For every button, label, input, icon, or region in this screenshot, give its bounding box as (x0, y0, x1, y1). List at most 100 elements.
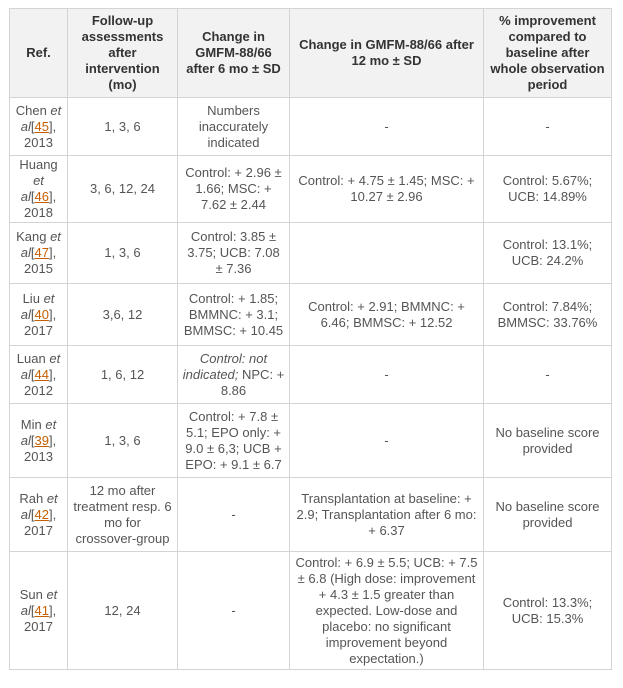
ref-cell: Kang et al[47], 2015 (9, 222, 68, 284)
twelve-month-cell: Control: + 4.75 ± 1.45; MSC: + 10.27 ± 2… (289, 155, 484, 223)
table-row: Min et al[39], 2013 1, 3, 6 Control: + 7.8… (9, 403, 612, 478)
six-month-text: Control: + 1.85; BMMNC: + 3.1; BMMSC: + … (183, 290, 284, 338)
citation-link[interactable]: 39 (34, 432, 49, 448)
table-row: Kang et al[47], 2015 1, 3, 6 Control: 3.85… (9, 222, 612, 284)
ref-year: 2012 (24, 382, 53, 398)
ref-year: 2013 (24, 448, 53, 464)
table-row: Luan et al[44], 2012 1, 6, 12 Control: not… (9, 345, 612, 404)
ref-cell: Rah et al[42], 2017 (9, 477, 68, 552)
header-ref: Ref. (9, 8, 68, 98)
ref-etal: et (46, 586, 58, 602)
twelve-month-cell: - (289, 97, 484, 156)
ref-author: Min (20, 416, 42, 432)
six-month-text: Control: + 2.96 ± 1.66; MSC: + 7.62 ± 2.… (185, 165, 282, 212)
citation-link[interactable]: 47 (34, 245, 49, 260)
followup-cell: 12, 24 (67, 551, 178, 670)
ref-al: al (20, 602, 31, 618)
citation-link[interactable]: 42 (34, 506, 49, 522)
twelve-month-cell (289, 222, 484, 284)
ref-year: 2017 (24, 522, 53, 538)
six-month-text: NPC: + 8.86 (220, 366, 285, 398)
ref-al: al (20, 306, 31, 322)
six-month-cell: Control: 3.85 ± 3.75; UCB: 7.08 ± 7.36 (177, 222, 290, 284)
six-month-text: - (231, 506, 236, 522)
header-6mo: Change in GMFM-88/66 after 6 mo ± SD (177, 8, 290, 98)
ref-al: al (20, 245, 31, 260)
ref-cell: Min et al[39], 2013 (9, 403, 68, 478)
ref-al: al (20, 118, 31, 134)
ref-al: al (20, 366, 31, 382)
twelve-month-cell: Transplantation at baseline: + 2.9; Tran… (289, 477, 484, 552)
six-month-cell: Control: + 1.85; BMMNC: + 3.1; BMMSC: + … (177, 283, 290, 346)
six-month-text: - (231, 602, 236, 618)
ref-cell: Chen et al[45], 2013 (9, 97, 68, 156)
table-row: Huang et al[46], 2018 3, 6, 12, 24 Control… (9, 155, 612, 223)
improvement-cell: Control: 5.67%; UCB: 14.89% (483, 155, 612, 223)
six-month-cell: - (177, 551, 290, 670)
ref-al: al (20, 432, 31, 448)
six-month-cell: Control: + 7.8 ± 5.1; EPO only: + 9.0 ± … (177, 403, 290, 478)
table-row: Sun et al[41], 2017 12, 24 - Control: + 6.9… (9, 551, 612, 670)
six-month-text: Control: 3.85 ± 3.75; UCB: 7.08 ± 7.36 (187, 229, 280, 276)
ref-etal: et (43, 290, 55, 306)
improvement-cell: Control: 13.3%; UCB: 15.3% (483, 551, 612, 670)
twelve-month-cell: - (289, 345, 484, 404)
ref-year: 2015 (24, 261, 53, 276)
ref-author: Liu (22, 290, 40, 306)
ref-author: Luan (16, 350, 46, 366)
ref-author: Chen (15, 102, 47, 118)
ref-year: 2017 (24, 618, 53, 634)
citation-link[interactable]: 44 (34, 366, 49, 382)
ref-author: Sun (19, 586, 43, 602)
improvement-cell: - (483, 345, 612, 404)
ref-al: al (20, 189, 31, 204)
ref-author: Rah (19, 490, 44, 506)
ref-year: 2017 (24, 322, 53, 338)
ref-etal: et (49, 350, 61, 366)
ref-cell: Sun et al[41], 2017 (9, 551, 68, 670)
twelve-month-cell: - (289, 403, 484, 478)
followup-cell: 1, 3, 6 (67, 403, 178, 478)
results-table: Ref. Follow-up assessments after interve… (9, 8, 612, 670)
ref-cell: Luan et al[44], 2012 (9, 345, 68, 404)
header-followup: Follow-up assessments after intervention… (67, 8, 178, 98)
table-row: Rah et al[42], 2017 12 mo after treatment… (9, 477, 612, 552)
twelve-month-cell: Control: + 2.91; BMMNC: + 6.46; BMMSC: +… (289, 283, 484, 346)
citation-link[interactable]: 41 (34, 602, 49, 618)
followup-cell: 12 mo after treatment resp. 6 mo for cro… (67, 477, 178, 552)
header-12mo: Change in GMFM-88/66 after 12 mo ± SD (289, 8, 484, 98)
followup-cell: 3,6, 12 (67, 283, 178, 346)
citation-link[interactable]: 40 (34, 306, 49, 322)
ref-cell: Liu et al[40], 2017 (9, 283, 68, 346)
citation-link[interactable]: 46 (34, 189, 49, 204)
six-month-cell: Control: not indicated; NPC: + 8.86 (177, 345, 290, 404)
improvement-cell: No baseline score provided (483, 477, 612, 552)
six-month-text: Control: + 7.8 ± 5.1; EPO only: + 9.0 ± … (185, 408, 282, 472)
ref-etal: et (45, 416, 57, 432)
followup-cell: 1, 3, 6 (67, 222, 178, 284)
ref-cell: Huang et al[46], 2018 (9, 155, 68, 223)
ref-etal: et (46, 490, 58, 506)
improvement-cell: Control: 7.84%; BMMSC: 33.76% (483, 283, 612, 346)
ref-year: 2013 (24, 134, 53, 150)
improvement-cell: - (483, 97, 612, 156)
ref-author: Kang (16, 229, 47, 244)
followup-cell: 1, 3, 6 (67, 97, 178, 156)
six-month-cell: Control: + 2.96 ± 1.66; MSC: + 7.62 ± 2.… (177, 155, 290, 223)
citation-link[interactable]: 45 (34, 118, 49, 134)
ref-etal: et (33, 173, 44, 188)
ref-etal: et (50, 102, 62, 118)
six-month-cell: - (177, 477, 290, 552)
followup-cell: 3, 6, 12, 24 (67, 155, 178, 223)
improvement-cell: No baseline score provided (483, 403, 612, 478)
twelve-month-cell: Control: + 6.9 ± 5.5; UCB: + 7.5 ± 6.8 (… (289, 551, 484, 670)
header-row: Ref. Follow-up assessments after interve… (9, 8, 612, 98)
ref-etal: et (50, 229, 61, 244)
header-improvement: % improvement compared to baseline after… (483, 8, 612, 98)
ref-al: al (20, 506, 31, 522)
table-row: Chen et al[45], 2013 1, 3, 6 Numbers inacc… (9, 97, 612, 156)
ref-year: 2018 (24, 205, 53, 220)
ref-author: Huang (19, 157, 58, 172)
six-month-cell: Numbers inaccurately indicated (177, 97, 290, 156)
six-month-italic-text: Control: not indicated; (182, 350, 268, 382)
